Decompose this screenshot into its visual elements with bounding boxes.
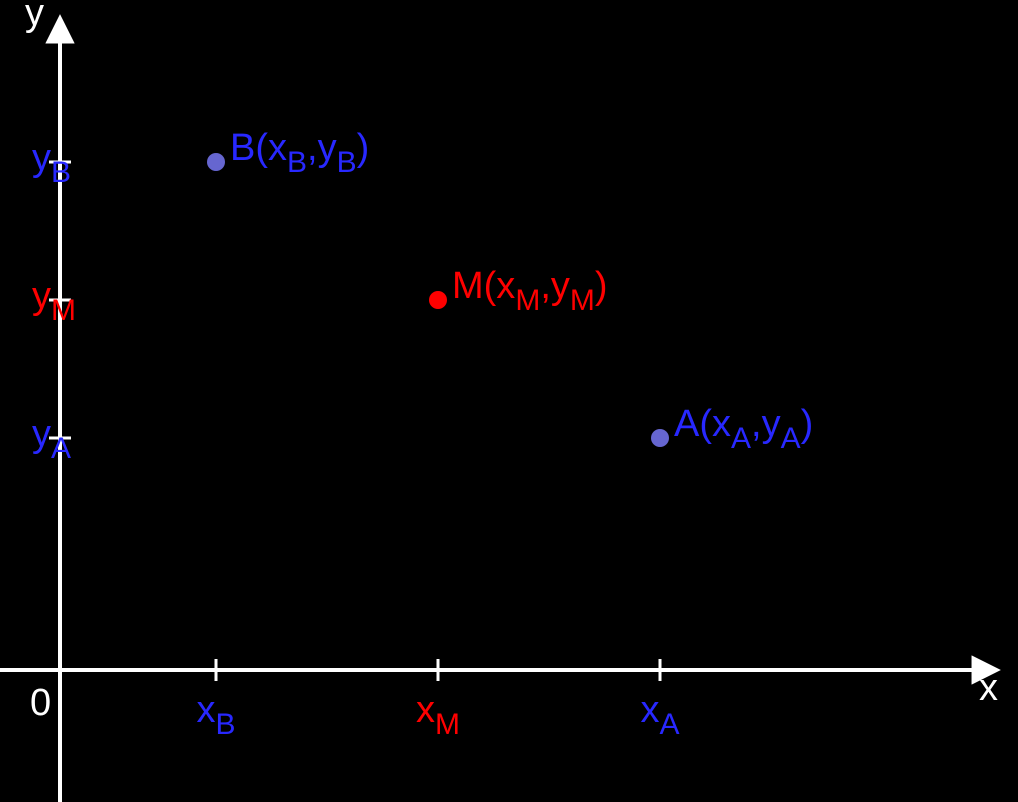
point-m [429, 291, 447, 309]
x-axis-label: x [979, 667, 998, 709]
midpoint-diagram: xy0xBxMxAyByMyAB(xB,yB)M(xM,yM)A(xA,yA) [0, 0, 1018, 802]
background [0, 0, 1018, 802]
y-axis-label: y [25, 0, 44, 34]
point-a [651, 429, 669, 447]
point-b [207, 153, 225, 171]
origin-label: 0 [30, 682, 51, 724]
